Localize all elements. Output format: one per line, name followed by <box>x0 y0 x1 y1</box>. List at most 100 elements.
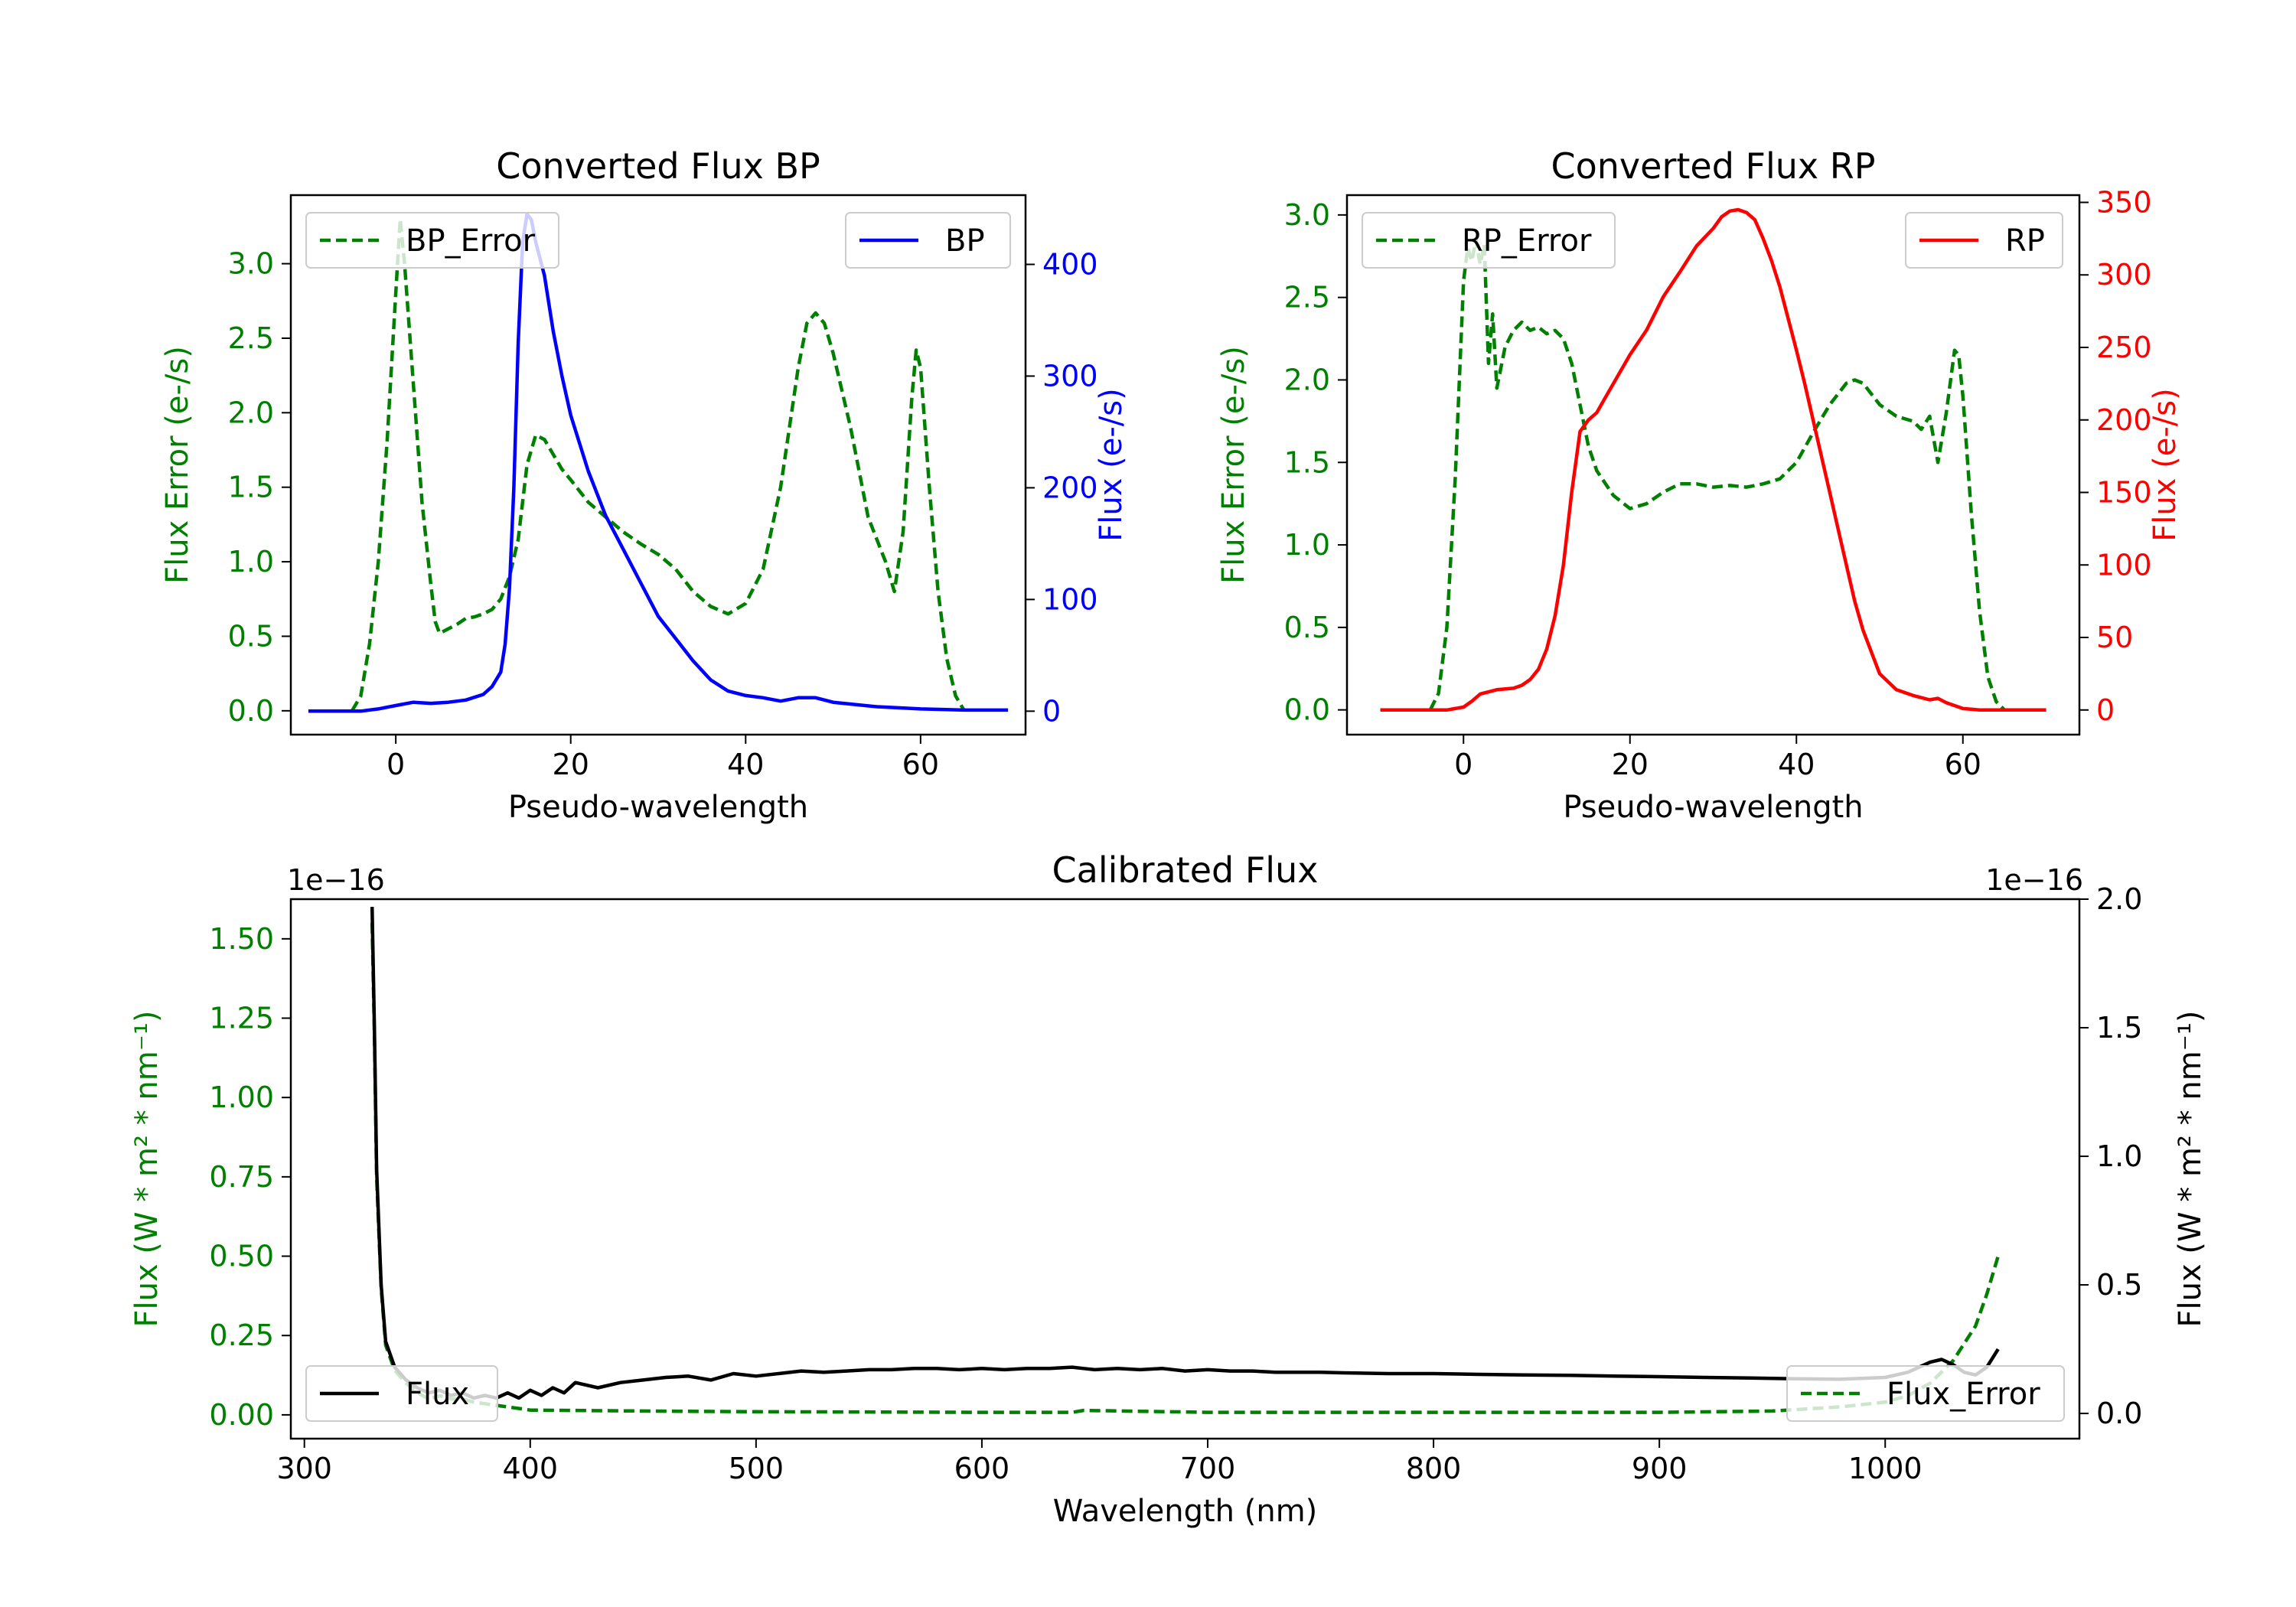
chart-title: Calibrated Flux <box>1052 849 1319 891</box>
legend-flux: Flux <box>305 1365 498 1422</box>
y-right-tick-label: 100 <box>1042 582 1098 616</box>
y-left-tick-label: 2.0 <box>1284 363 1330 396</box>
chart-3: 300 400 500 600 700 800 900 1000 0.00 0.25 0.50 0.7… <box>129 849 2208 1529</box>
x-tick-label: 700 <box>1180 1452 1236 1485</box>
y-left-tick-label: 0.5 <box>228 619 274 653</box>
y-left-tick-label: 3.0 <box>1284 198 1330 232</box>
y-right-offset-label: 1e−16 <box>1985 863 2083 897</box>
y-left-tick-label: 0.50 <box>209 1240 274 1273</box>
y-right-tick-label: 100 <box>2096 548 2152 582</box>
x-axis-label: Pseudo-wavelength <box>1563 790 1863 825</box>
legend-box <box>305 212 559 269</box>
legend-box <box>1362 212 1616 269</box>
y-left-tick-label: 1.5 <box>228 471 274 504</box>
y-right-tick-label: 200 <box>2096 403 2152 437</box>
y-right-tick-label: 150 <box>2096 476 2152 510</box>
y-left-tick-label: 1.50 <box>209 922 274 956</box>
x-tick-label: 40 <box>1778 748 1815 781</box>
series-line-rp-error <box>1428 237 2006 712</box>
legend-label: RP <box>2005 223 2045 259</box>
series-line-bp-error <box>351 217 966 712</box>
legend-bp: BP <box>845 212 1011 269</box>
legend-box <box>305 1365 498 1422</box>
series-line-rp <box>1380 207 2047 712</box>
chart-title: Converted Flux BP <box>496 145 820 187</box>
y-right-tick-label: 250 <box>2096 331 2152 364</box>
x-axis-label: Wavelength (nm) <box>1053 1494 1318 1529</box>
y-left-tick-label: 1.25 <box>209 1002 274 1035</box>
chart-2: 0 20 40 60 0.0 0.5 1.0 1.5 2.0 2.5 3.0 0 50 100 150 200… <box>1216 145 2183 825</box>
x-tick-label: 60 <box>902 748 939 781</box>
legend-box <box>1905 212 2063 269</box>
axes-frame <box>289 194 1027 736</box>
legend-rp-error: RP_Error <box>1362 212 1616 269</box>
y-left-axis-label: Flux Error (e-/s) <box>160 346 195 584</box>
chart-title: Converted Flux RP <box>1551 145 1876 187</box>
legend-label: Flux <box>406 1377 469 1412</box>
legend-flux-error: Flux_Error <box>1786 1365 2065 1422</box>
x-tick-label: 600 <box>954 1452 1010 1485</box>
y-right-tick-label: 400 <box>1042 247 1098 281</box>
y-left-tick-label: 2.5 <box>228 321 274 355</box>
y-left-tick-label: 3.0 <box>228 247 274 281</box>
legend-label: RP_Error <box>1462 223 1592 259</box>
axes-frame <box>289 898 2081 1440</box>
y-right-tick-label: 0.0 <box>2096 1397 2142 1430</box>
y-right-tick-label: 300 <box>1042 359 1098 393</box>
y-left-tick-label: 2.0 <box>228 396 274 429</box>
y-right-tick-label: 50 <box>2096 621 2133 654</box>
y-right-tick-label: 0 <box>2096 693 2115 727</box>
y-left-tick-label: 1.00 <box>209 1081 274 1114</box>
axes-frame <box>1345 194 2081 736</box>
chart-1: 0 20 40 60 0.0 0.5 1.0 1.5 2.0 2.5 3.0 0 100 200 300 40… <box>160 145 1129 825</box>
y-right-tick-label: 1.5 <box>2096 1011 2142 1045</box>
x-axis-label: Pseudo-wavelength <box>508 790 808 825</box>
x-tick-label: 0 <box>1454 748 1473 781</box>
y-left-tick-label: 0.25 <box>209 1319 274 1352</box>
series-line-flux-error <box>370 923 2000 1414</box>
y-left-tick-label: 0.00 <box>209 1398 274 1432</box>
y-right-tick-label: 200 <box>1042 471 1098 504</box>
y-left-tick-label: 1.0 <box>228 545 274 579</box>
series-line-bp <box>308 212 1009 713</box>
y-right-tick-label: 350 <box>2096 185 2152 219</box>
y-left-offset-label: 1e−16 <box>287 863 385 897</box>
x-tick-label: 20 <box>553 748 589 781</box>
x-tick-label: 1000 <box>1848 1452 1923 1485</box>
x-tick-label: 20 <box>1612 748 1649 781</box>
legend-bp-error: BP_Error <box>305 212 559 269</box>
y-left-axis-label: Flux Error (e-/s) <box>1216 346 1251 584</box>
y-left-tick-label: 0.75 <box>209 1160 274 1194</box>
legend-label: BP_Error <box>406 223 536 259</box>
y-right-tick-label: 2.0 <box>2096 882 2142 916</box>
y-left-tick-label: 0.0 <box>228 694 274 728</box>
y-right-tick-label: 0 <box>1042 694 1061 728</box>
y-right-tick-label: 0.5 <box>2096 1268 2142 1302</box>
x-tick-label: 60 <box>1945 748 1981 781</box>
x-tick-label: 400 <box>503 1452 559 1485</box>
y-left-tick-label: 2.5 <box>1284 281 1330 315</box>
x-tick-label: 300 <box>276 1452 332 1485</box>
x-tick-label: 900 <box>1632 1452 1688 1485</box>
series-line-flux <box>370 907 2000 1400</box>
legend-box <box>1786 1365 2065 1422</box>
x-tick-label: 500 <box>729 1452 784 1485</box>
legend-rp: RP <box>1905 212 2063 269</box>
legend-label: BP <box>945 223 985 259</box>
legend-label: Flux_Error <box>1887 1377 2040 1412</box>
y-right-tick-label: 1.0 <box>2096 1139 2142 1173</box>
y-right-axis-label: Flux (W * m² * nm⁻¹) <box>2173 1011 2208 1328</box>
legend-box <box>845 212 1011 269</box>
x-tick-label: 0 <box>386 748 405 781</box>
x-tick-label: 40 <box>727 748 764 781</box>
y-right-tick-label: 300 <box>2096 258 2152 292</box>
y-right-axis-label: Flux (e-/s) <box>1094 388 1129 541</box>
y-left-tick-label: 1.0 <box>1284 528 1330 562</box>
y-left-tick-label: 0.0 <box>1284 693 1330 727</box>
x-tick-label: 800 <box>1406 1452 1462 1485</box>
y-left-tick-label: 1.5 <box>1284 445 1330 479</box>
y-left-tick-label: 0.5 <box>1284 611 1330 644</box>
y-left-axis-label: Flux (W * m² * nm⁻¹) <box>129 1011 165 1328</box>
y-right-axis-label: Flux (e-/s) <box>2148 388 2183 541</box>
